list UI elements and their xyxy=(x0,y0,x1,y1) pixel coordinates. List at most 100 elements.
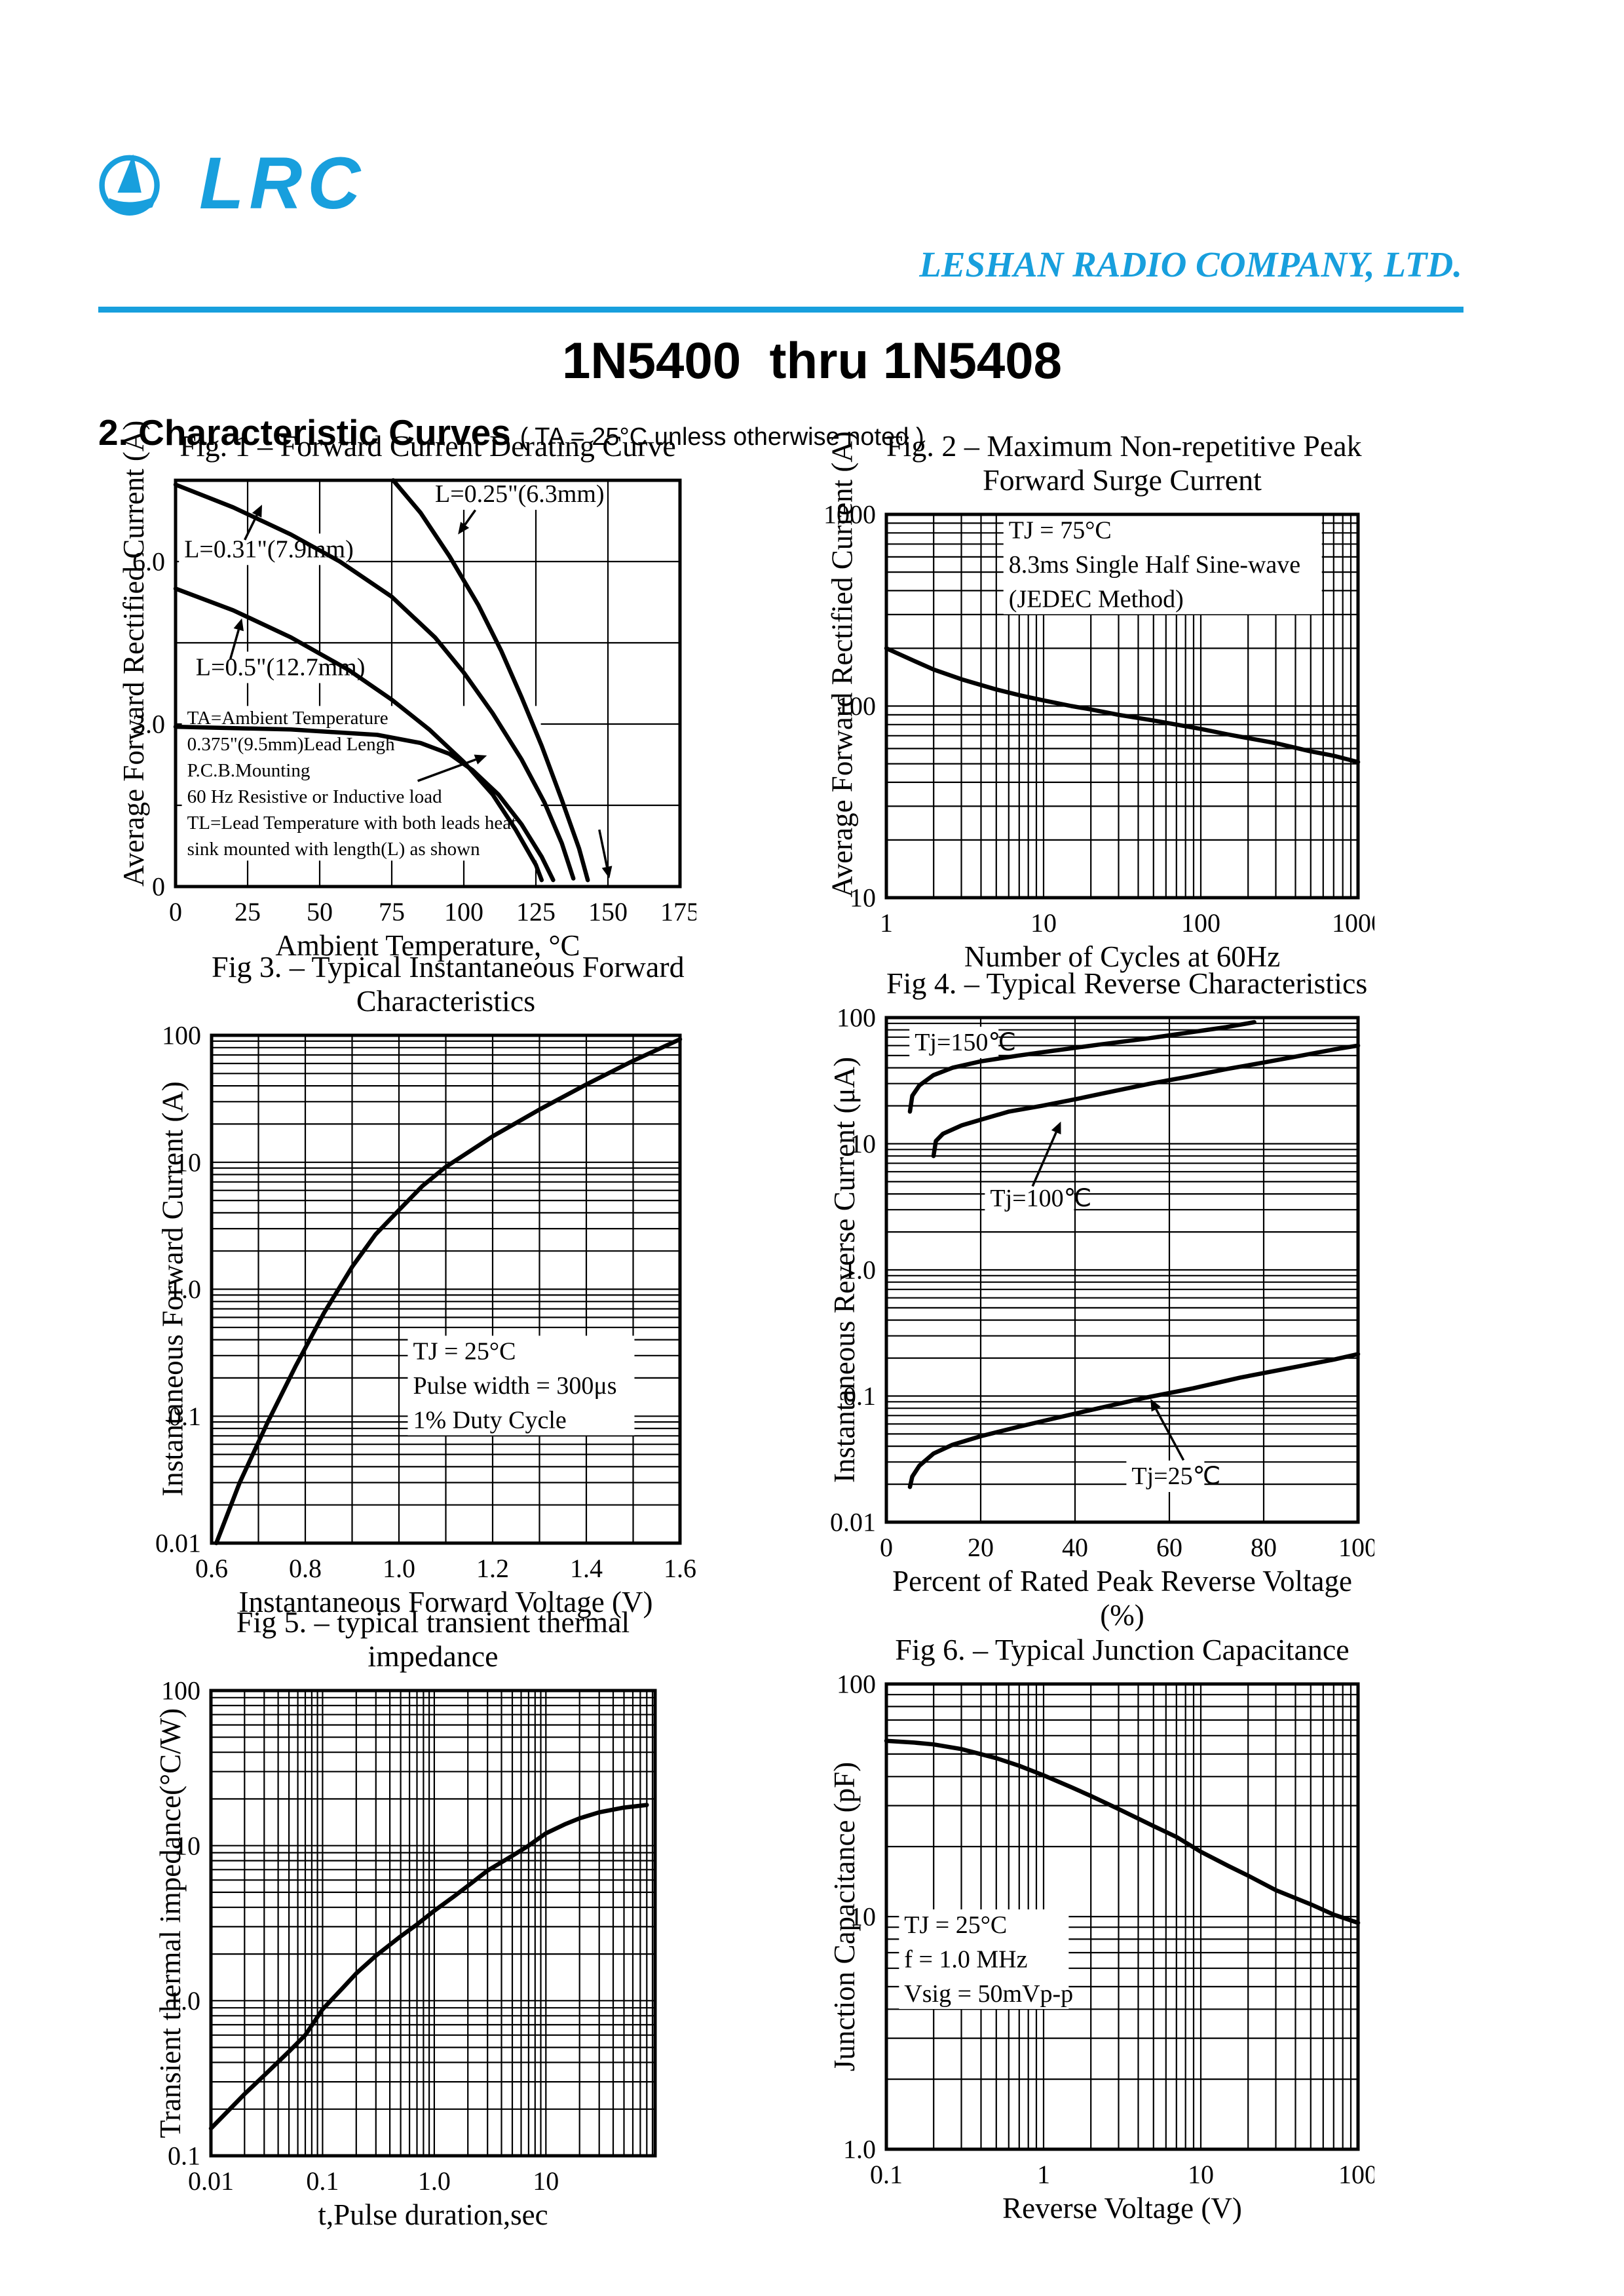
fig1-title: Fig. 1 – Forward Current Derating Curve xyxy=(179,429,676,463)
svg-text:100: 100 xyxy=(444,897,483,927)
fig4-plot: Tj=150℃ Tj=100℃ Tj=25℃ 0 20 40 60 80 100 0.01 0.1 1… xyxy=(830,1004,1374,1562)
svg-text:1.0: 1.0 xyxy=(168,1986,200,2016)
svg-text:10: 10 xyxy=(850,1902,876,1932)
svg-text:Pulse width = 300μs: Pulse width = 300μs xyxy=(413,1372,617,1400)
section-heading: 2. Characteristic Curves ( TA = 25°C unl… xyxy=(98,411,924,453)
svg-text:Tj=100℃: Tj=100℃ xyxy=(990,1185,1091,1212)
svg-text:1.0: 1.0 xyxy=(843,1255,876,1285)
svg-text:TJ = 25°C: TJ = 25°C xyxy=(904,1911,1007,1939)
figure-fig5: Fig 5. – typical transient thermal imped… xyxy=(132,1605,671,2238)
svg-text:Vsig = 50mVp-p: Vsig = 50mVp-p xyxy=(904,1980,1073,2008)
svg-text:L=0.31"(7.9mm): L=0.31"(7.9mm) xyxy=(184,535,354,563)
svg-text:50: 50 xyxy=(307,897,333,927)
page-title: 1N5400 thru 1N5408 xyxy=(561,332,1063,389)
svg-text:1.0: 1.0 xyxy=(383,1554,415,1583)
svg-text:1.4: 1.4 xyxy=(570,1554,603,1583)
svg-text:f = 1.0 MHz: f = 1.0 MHz xyxy=(904,1946,1027,1974)
svg-text:sink mounted with length(L) as: sink mounted with length(L) as shown xyxy=(187,839,481,860)
svg-text:0.01: 0.01 xyxy=(830,1508,876,1537)
svg-text:40: 40 xyxy=(1062,1533,1088,1562)
svg-text:1% Duty Cycle: 1% Duty Cycle xyxy=(413,1407,567,1434)
svg-text:100: 100 xyxy=(1181,908,1220,938)
fig3-title: Fig 3. – Typical Instantaneous Forward xyxy=(212,950,685,984)
svg-text:60 Hz Resistive or Inductive l: 60 Hz Resistive or Inductive load xyxy=(187,786,442,807)
svg-text:75: 75 xyxy=(379,897,405,927)
fig6-title: Fig 6. – Typical Junction Capacitance xyxy=(895,1633,1350,1666)
svg-text:1.2: 1.2 xyxy=(476,1554,509,1583)
fig2-plot: TJ = 75°C 8.3ms Single Half Sine-wave (JED… xyxy=(823,501,1374,938)
figure-fig2: Fig. 2 – Maximum Non-repetitive Peak For… xyxy=(808,429,1374,980)
svg-text:0.1: 0.1 xyxy=(870,2160,903,2189)
fig2-title-2: Forward Surge Current xyxy=(983,463,1262,497)
svg-text:100: 100 xyxy=(837,691,876,721)
svg-text:100: 100 xyxy=(1338,1533,1374,1562)
svg-text:6.0: 6.0 xyxy=(132,547,165,577)
fig2-x-axis-label: Number of Cycles at 60Hz xyxy=(964,940,1281,973)
svg-text:150: 150 xyxy=(588,897,628,927)
svg-text:175: 175 xyxy=(660,897,696,927)
svg-text:0.6: 0.6 xyxy=(195,1554,228,1583)
svg-text:125: 125 xyxy=(516,897,556,927)
svg-text:3.0: 3.0 xyxy=(132,710,165,739)
svg-text:0: 0 xyxy=(169,897,182,927)
svg-text:0.375"(9.5mm)Lead Lengh: 0.375"(9.5mm)Lead Lengh xyxy=(187,734,396,755)
svg-text:10: 10 xyxy=(174,1831,200,1860)
header-rule xyxy=(98,307,1463,313)
svg-text:1000: 1000 xyxy=(1332,908,1374,938)
svg-text:10: 10 xyxy=(850,1129,876,1158)
svg-text:0.01: 0.01 xyxy=(188,2166,234,2196)
svg-text:10: 10 xyxy=(175,1147,201,1177)
svg-text:10: 10 xyxy=(1188,2160,1214,2189)
fig6-x-axis-label: Reverse Voltage (V) xyxy=(1002,2192,1242,2225)
fig1-plot: L=0.25"(6.3mm) L=0.31"(7.9mm) L=0.5"(12.7m… xyxy=(132,478,696,927)
fig5-x-axis-label: t,Pulse duration,sec xyxy=(318,2198,548,2231)
svg-text:TA=Ambient Temperature: TA=Ambient Temperature xyxy=(187,708,388,729)
svg-text:10: 10 xyxy=(533,2166,559,2196)
lrc-logo-text: LRC xyxy=(199,142,366,224)
svg-text:1.0: 1.0 xyxy=(843,2135,876,2164)
fig4-x-axis-label: Percent of Rated Peak Reverse Voltage (%… xyxy=(892,1565,1352,1632)
svg-text:8.3ms Single Half Sine-wave: 8.3ms Single Half Sine-wave xyxy=(1009,551,1300,579)
svg-text:100: 100 xyxy=(837,1004,876,1033)
svg-text:100: 100 xyxy=(161,1677,200,1706)
lrc-logo-icon xyxy=(99,154,160,216)
fig5-title-2: impedance xyxy=(368,1639,499,1673)
svg-text:0: 0 xyxy=(152,872,165,902)
svg-text:100: 100 xyxy=(837,1671,876,1699)
svg-text:0: 0 xyxy=(880,1533,893,1562)
svg-text:1.0: 1.0 xyxy=(418,2166,451,2196)
fig1-x-axis-label: Ambient Temperature, °C xyxy=(275,929,580,962)
figure-fig1: Fig. 1 – Forward Current Derating Curve … xyxy=(97,421,696,970)
section-heading-text: 2. Characteristic Curves xyxy=(98,412,511,453)
svg-text:25: 25 xyxy=(235,897,261,927)
svg-text:0.1: 0.1 xyxy=(306,2166,339,2196)
svg-text:Tj=25℃: Tj=25℃ xyxy=(1131,1463,1220,1490)
fig3-title-2: Characteristics xyxy=(356,984,536,1018)
svg-text:20: 20 xyxy=(968,1533,994,1562)
svg-text:L=0.25"(6.3mm): L=0.25"(6.3mm) xyxy=(435,480,605,508)
svg-text:TJ = 25°C: TJ = 25°C xyxy=(413,1338,516,1366)
svg-text:10: 10 xyxy=(1030,908,1057,938)
svg-text:100: 100 xyxy=(162,1022,201,1050)
fig2-title: Fig. 2 – Maximum Non-repetitive Peak xyxy=(886,429,1362,463)
figure-fig3: Fig 3. – Typical Instantaneous Forward C… xyxy=(133,950,696,1625)
svg-text:0.8: 0.8 xyxy=(289,1554,322,1583)
section-note: ( TA = 25°C unless otherwise noted ) xyxy=(519,423,924,451)
svg-text:1: 1 xyxy=(1037,2160,1050,2189)
fig3-plot: TJ = 25°C Pulse width = 300μs 1% Duty Cycl… xyxy=(155,1022,696,1583)
svg-text:TL=Lead Temperature with both: TL=Lead Temperature with both leads heat xyxy=(187,813,517,833)
svg-text:1.6: 1.6 xyxy=(664,1554,696,1583)
svg-text:(JEDEC Method): (JEDEC Method) xyxy=(1009,585,1184,613)
svg-text:Tj=150℃: Tj=150℃ xyxy=(915,1029,1016,1056)
figure-fig6: Fig 6. – Typical Junction Capacitance Ju… xyxy=(808,1633,1374,2232)
svg-text:0.1: 0.1 xyxy=(843,1381,876,1411)
svg-text:0.01: 0.01 xyxy=(155,1529,201,1558)
svg-text:P.C.B.Mounting: P.C.B.Mounting xyxy=(187,760,311,781)
svg-text:1: 1 xyxy=(880,908,893,938)
svg-text:0.1: 0.1 xyxy=(168,2141,200,2171)
lrc-logo: LRC xyxy=(98,138,366,229)
company-name: LESHAN RADIO COMPANY, LTD. xyxy=(919,244,1462,284)
svg-text:L=0.5"(12.7mm): L=0.5"(12.7mm) xyxy=(196,654,366,681)
